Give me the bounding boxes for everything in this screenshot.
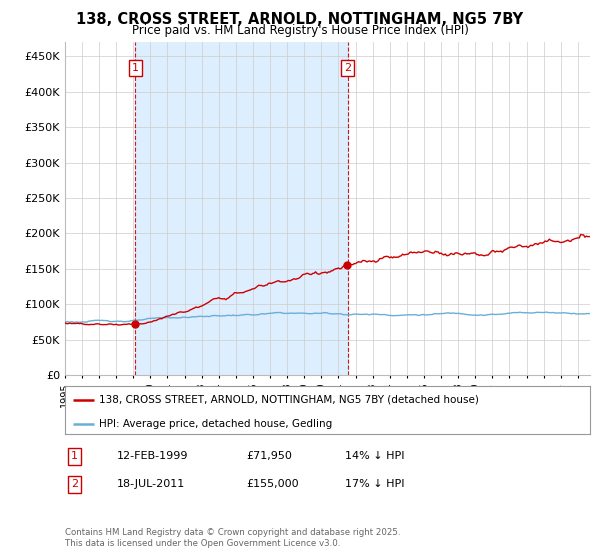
Text: 1: 1 xyxy=(71,451,78,461)
Text: 1: 1 xyxy=(132,63,139,73)
Text: 12-FEB-1999: 12-FEB-1999 xyxy=(117,451,188,461)
Text: 17% ↓ HPI: 17% ↓ HPI xyxy=(345,479,404,489)
Text: Price paid vs. HM Land Registry's House Price Index (HPI): Price paid vs. HM Land Registry's House … xyxy=(131,24,469,37)
Text: HPI: Average price, detached house, Gedling: HPI: Average price, detached house, Gedl… xyxy=(99,418,332,428)
Text: 14% ↓ HPI: 14% ↓ HPI xyxy=(345,451,404,461)
Text: 2: 2 xyxy=(71,479,78,489)
Text: 138, CROSS STREET, ARNOLD, NOTTINGHAM, NG5 7BY: 138, CROSS STREET, ARNOLD, NOTTINGHAM, N… xyxy=(76,12,524,27)
Text: 138, CROSS STREET, ARNOLD, NOTTINGHAM, NG5 7BY (detached house): 138, CROSS STREET, ARNOLD, NOTTINGHAM, N… xyxy=(99,395,479,405)
Text: £71,950: £71,950 xyxy=(246,451,292,461)
Text: Contains HM Land Registry data © Crown copyright and database right 2025.
This d: Contains HM Land Registry data © Crown c… xyxy=(65,528,400,548)
Text: 2: 2 xyxy=(344,63,351,73)
Text: 18-JUL-2011: 18-JUL-2011 xyxy=(117,479,185,489)
Bar xyxy=(135,42,347,375)
Text: £155,000: £155,000 xyxy=(246,479,299,489)
